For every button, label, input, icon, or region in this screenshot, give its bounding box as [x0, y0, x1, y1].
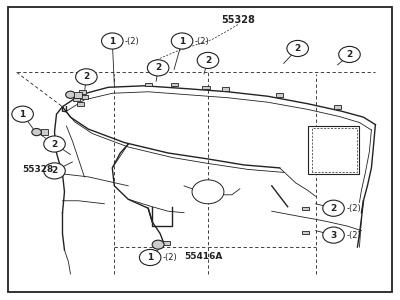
Bar [222, 87, 230, 91]
Text: 55416A: 55416A [184, 251, 222, 260]
Text: 1: 1 [147, 253, 153, 262]
Text: -(2): -(2) [346, 204, 361, 213]
Text: 55328: 55328 [23, 165, 54, 174]
Text: 1: 1 [20, 110, 26, 119]
Bar [79, 90, 86, 94]
Bar [74, 92, 82, 98]
Text: 55328: 55328 [221, 15, 255, 25]
Circle shape [102, 33, 123, 49]
Circle shape [44, 136, 65, 152]
Text: 2: 2 [51, 167, 58, 176]
Bar [334, 105, 341, 109]
Circle shape [44, 163, 65, 179]
Text: -(2): -(2) [195, 37, 210, 46]
Circle shape [323, 200, 344, 216]
Circle shape [197, 52, 219, 68]
Circle shape [339, 46, 360, 62]
Bar [73, 98, 80, 101]
Text: 3: 3 [330, 231, 337, 240]
Circle shape [140, 249, 161, 266]
Bar [170, 83, 178, 86]
Circle shape [152, 240, 164, 249]
Text: 2: 2 [330, 204, 337, 213]
Circle shape [323, 227, 344, 243]
Bar [144, 83, 152, 86]
Circle shape [147, 60, 169, 76]
Bar [302, 231, 309, 234]
Text: -(2): -(2) [163, 253, 178, 262]
Circle shape [171, 33, 193, 49]
Bar [81, 95, 88, 99]
Bar [162, 241, 170, 245]
Circle shape [32, 128, 41, 136]
Text: -(2): -(2) [125, 37, 140, 46]
Circle shape [12, 106, 33, 122]
Bar [40, 129, 48, 135]
Circle shape [76, 69, 97, 85]
Text: -(2): -(2) [346, 231, 361, 240]
Circle shape [192, 180, 224, 204]
Bar [202, 86, 210, 89]
Text: 2: 2 [346, 50, 353, 59]
Text: 2: 2 [51, 140, 58, 148]
FancyBboxPatch shape [308, 126, 360, 174]
Text: 2: 2 [83, 72, 90, 81]
Bar [77, 102, 84, 106]
Circle shape [66, 91, 75, 98]
Text: 2: 2 [205, 56, 211, 65]
Circle shape [287, 40, 308, 56]
Text: 1: 1 [109, 37, 116, 46]
Text: 1: 1 [179, 37, 185, 46]
Bar [302, 207, 309, 210]
Text: 2: 2 [294, 44, 301, 53]
Bar [276, 93, 283, 97]
Text: 2: 2 [155, 63, 161, 72]
